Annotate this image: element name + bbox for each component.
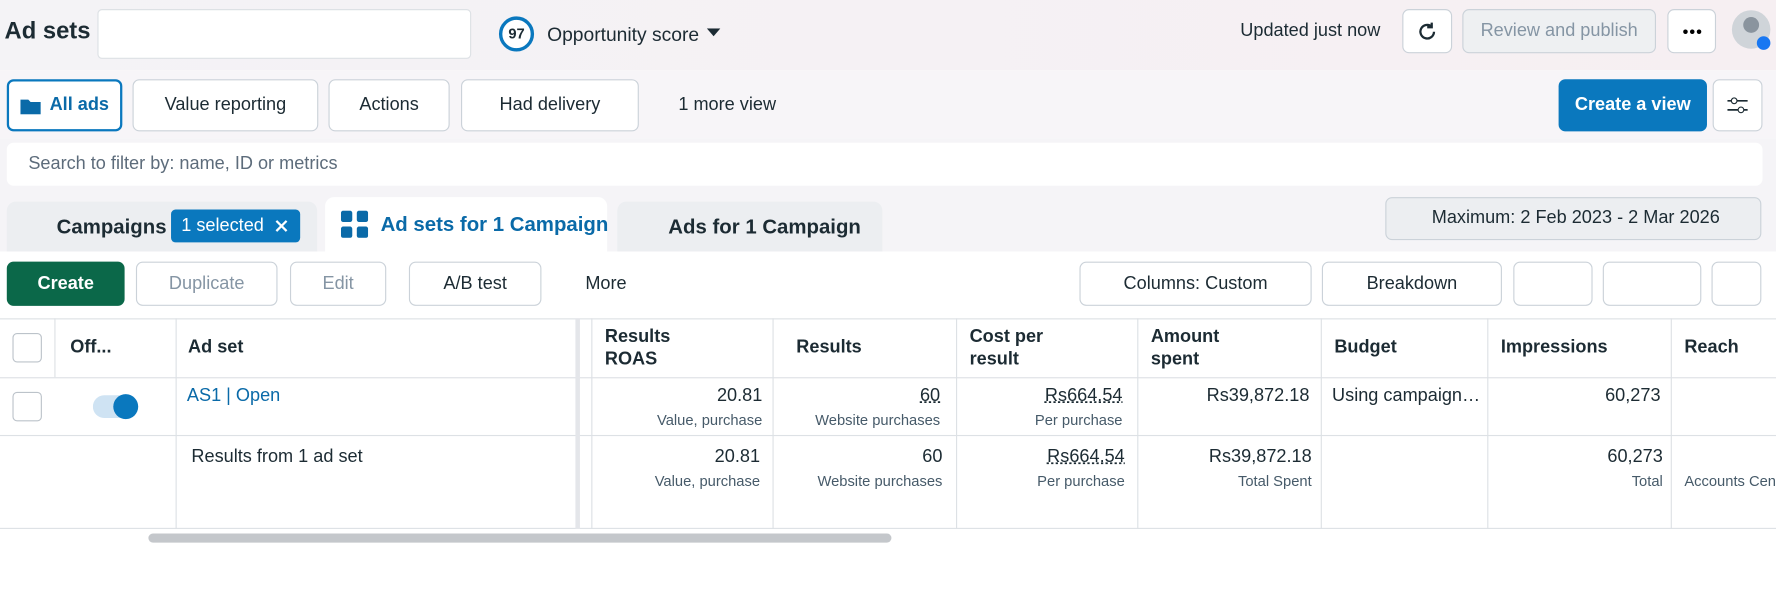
cell-sub: Total Spent — [1237, 472, 1312, 490]
tab-label: Campaigns — [56, 215, 167, 238]
charts-button[interactable] — [1711, 261, 1762, 306]
score-ring — [498, 16, 535, 52]
column-header[interactable]: Reach — [1684, 337, 1739, 357]
account-icons[interactable] — [97, 9, 472, 59]
col-divider — [772, 318, 774, 529]
column-header[interactable]: Amount spent — [1150, 327, 1220, 370]
breakdown-button[interactable]: Breakdown — [1321, 261, 1502, 306]
cell-sub: Accounts Cen — [1684, 472, 1776, 490]
column-header[interactable]: Results ROAS — [604, 327, 671, 370]
cell-sub: Total — [1631, 472, 1663, 490]
cell: 20.81 — [716, 386, 763, 406]
tab-label: Ad sets for 1 Campaign — [380, 212, 609, 236]
view-tab[interactable]: 1 more view — [678, 95, 777, 115]
more-menu[interactable]: More — [555, 261, 657, 306]
ads-tab[interactable] — [617, 201, 883, 252]
row-divider — [0, 377, 1776, 379]
updated-status: Updated just now — [1240, 21, 1381, 41]
cell-sub: Value, purchase — [656, 411, 763, 429]
view-label: All ads — [49, 95, 110, 115]
score-value: 97 — [508, 24, 525, 42]
table — [0, 318, 1776, 529]
cell: 60,273 — [1605, 386, 1661, 406]
view-tab[interactable]: Value reporting — [132, 79, 319, 132]
edit-button[interactable]: Edit — [289, 261, 387, 306]
column-header[interactable]: Budget — [1334, 337, 1397, 357]
col-divider — [54, 318, 56, 378]
cell: 20.81 — [714, 447, 761, 467]
toggle[interactable] — [92, 393, 141, 420]
summary-label: Results from 1 ad set — [191, 447, 363, 467]
create-button[interactable]: Create — [6, 261, 125, 306]
refresh-button[interactable] — [1402, 9, 1453, 54]
cell-sub: Per purchase — [1034, 411, 1123, 429]
folder-icon — [20, 99, 41, 114]
caret — [706, 28, 721, 37]
column-header[interactable]: Results — [796, 337, 862, 357]
cell-sub: Value, purchase — [654, 472, 761, 490]
col-divider — [1670, 318, 1672, 529]
create-view-button[interactable]: Create a view — [1558, 79, 1707, 132]
dots-icon — [1682, 28, 1701, 34]
selected-label: 1 selected — [181, 216, 264, 236]
frozen-edge — [575, 318, 580, 529]
col-divider — [175, 318, 177, 529]
column-header[interactable]: Ad set — [188, 337, 244, 357]
sliders-icon — [1727, 97, 1748, 114]
column-header[interactable]: Impressions — [1500, 337, 1608, 357]
reports-button[interactable] — [1513, 261, 1593, 306]
col-divider — [955, 318, 958, 529]
grid-icon — [340, 210, 369, 238]
cell-sub: Website purchases — [815, 411, 941, 429]
col-divider — [1137, 318, 1139, 529]
duplicate-button[interactable]: Duplicate — [135, 261, 278, 306]
date-range-button[interactable]: Maximum: 2 Feb 2023 - 2 Mar 2026 — [1385, 197, 1762, 241]
view-tab[interactable]: All ads — [6, 79, 123, 132]
search-box[interactable] — [6, 142, 1763, 186]
row-checkbox[interactable] — [12, 391, 42, 422]
col-divider — [591, 318, 593, 529]
ad-sets-tab[interactable] — [325, 197, 608, 256]
ad-set-name[interactable]: AS1 | Open — [186, 386, 281, 406]
cell: 60,273 — [1607, 447, 1663, 467]
cell: Rs664.54 — [1044, 386, 1123, 406]
columns-button[interactable]: Columns: Custom — [1079, 261, 1312, 306]
cell: Using campaign… — [1332, 386, 1481, 406]
cell-sub: Per purchase — [1037, 472, 1125, 490]
opportunity-label[interactable]: Opportunity score — [547, 23, 700, 46]
more-button[interactable] — [1667, 9, 1717, 54]
cell: 60 — [919, 386, 941, 406]
col-divider — [1320, 318, 1322, 529]
export-button[interactable] — [1602, 261, 1702, 306]
view-tab[interactable]: Actions — [328, 79, 450, 132]
avatar[interactable] — [1731, 9, 1774, 52]
search-placeholder: Search to filter by: name, ID or metrics — [28, 154, 338, 174]
view-settings-button[interactable] — [1712, 79, 1763, 132]
selected-pill[interactable] — [171, 209, 301, 243]
refresh-icon — [1419, 22, 1436, 40]
select-all-checkbox[interactable] — [12, 333, 42, 363]
clear-icon[interactable] — [275, 220, 288, 232]
page-title: Ad sets — [4, 18, 91, 45]
cell: Rs39,872.18 — [1208, 447, 1312, 467]
cell: 60 — [922, 447, 943, 467]
review-publish-button[interactable]: Review and publish — [1462, 9, 1657, 54]
col-divider — [1487, 318, 1489, 529]
column-header[interactable]: Cost per result — [969, 327, 1044, 370]
scrollbar[interactable] — [148, 533, 892, 543]
cell-sub: Website purchases — [817, 472, 943, 490]
view-tab[interactable]: Had delivery — [461, 79, 639, 132]
column-header[interactable]: Off... — [70, 337, 112, 357]
cell: Rs664.54 — [1047, 447, 1125, 467]
cell: Rs39,872.18 — [1206, 386, 1310, 406]
tab-label: Ads for 1 Campaign — [668, 215, 861, 238]
ab-test-button[interactable]: A/B test — [408, 261, 542, 306]
row-divider — [0, 434, 1776, 437]
